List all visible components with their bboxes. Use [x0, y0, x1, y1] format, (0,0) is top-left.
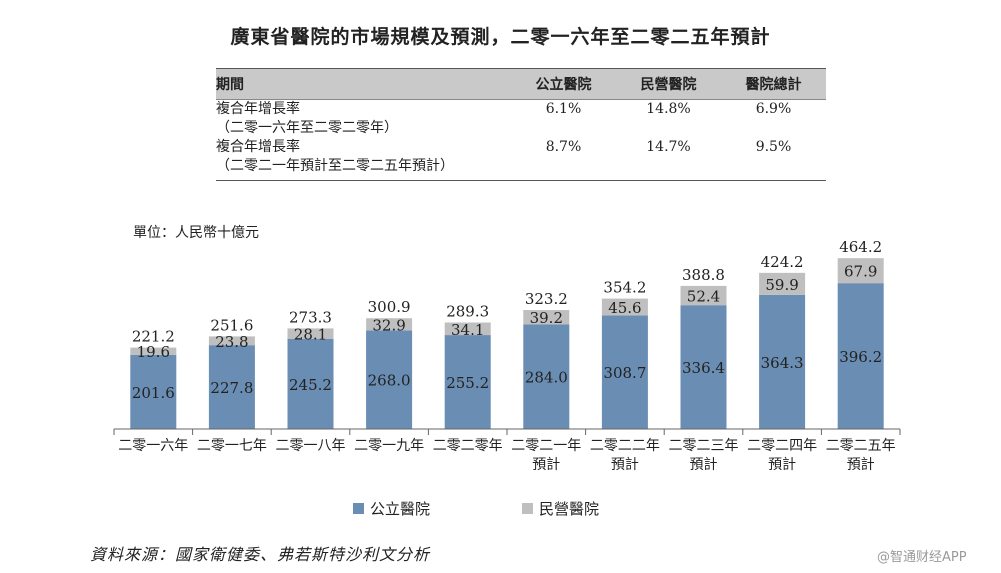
table-header-public: 公立醫院	[511, 68, 616, 100]
data-label-public: 245.2	[289, 376, 332, 394]
table-row-label-sub: （二零一六年至二零二零年）	[216, 120, 398, 136]
table-header-period: 期間	[216, 68, 511, 100]
table-cell-private: 14.7%	[616, 138, 721, 181]
data-label-total: 300.9	[368, 298, 411, 316]
x-tick-label: 二零二五年預計	[826, 438, 896, 473]
table-row-label: 複合年增長率 （二零二一年預計至二零二五年預計）	[216, 138, 511, 181]
data-label-private: 34.1	[451, 321, 484, 339]
data-label-total: 323.2	[525, 290, 568, 308]
table-header-private: 民營醫院	[616, 68, 721, 100]
table-row-label-sub: （二零二一年預計至二零二五年預計）	[216, 158, 454, 174]
x-tick-label: 二零二三年預計	[669, 438, 739, 473]
bar-public	[601, 315, 648, 429]
cagr-table: 期間 公立醫院 民營醫院 醫院總計 複合年增長率 （二零一六年至二零二零年） 6…	[216, 68, 826, 181]
data-label-public: 268.0	[368, 372, 411, 390]
data-label-private: 28.1	[294, 326, 327, 344]
data-label-private: 67.9	[844, 263, 877, 281]
legend-label-public: 公立醫院	[370, 500, 431, 518]
data-label-private: 32.9	[372, 316, 405, 334]
chart-title: 廣東省醫院的市場規模及預測，二零一六年至二零二五年預計	[230, 26, 771, 48]
table-header-row: 期間 公立醫院 民營醫院 醫院總計	[216, 68, 826, 100]
x-tick-label: 二零二零年	[433, 438, 503, 454]
table-row-label: 複合年增長率 （二零一六年至二零二零年）	[216, 100, 511, 139]
bar-private	[680, 285, 727, 306]
table-cell-total: 6.9%	[755, 101, 792, 117]
data-label-total: 424.2	[761, 253, 804, 271]
table-row: 複合年增長率 （二零二一年預計至二零二五年預計） 8.7% 14.7% 9.5%	[216, 138, 826, 181]
bar-private	[287, 328, 334, 339]
bar-private	[837, 258, 884, 284]
data-label-private: 45.6	[608, 299, 641, 317]
bar-private	[444, 322, 491, 336]
table-cell-public: 6.1%	[545, 101, 582, 117]
x-tick-label: 二零二二年預計	[590, 438, 660, 473]
legend-swatch-private	[522, 503, 533, 514]
bar-public	[680, 305, 727, 429]
legend-item-public: 公立醫院	[353, 498, 430, 519]
unit-label: 單位：人民幣十億元	[133, 225, 259, 241]
data-label-total: 251.6	[210, 316, 253, 334]
data-label-public: 227.8	[210, 379, 253, 397]
legend-swatch-public	[353, 503, 364, 514]
bar-private	[759, 272, 806, 295]
bar-public	[130, 354, 177, 429]
data-label-private: 19.6	[137, 343, 170, 361]
table-cell-private: 14.8%	[646, 101, 691, 117]
x-tick-label: 二零一八年	[276, 438, 346, 454]
data-label-total: 221.2	[132, 328, 175, 346]
table-header-total: 醫院總計	[721, 68, 826, 100]
data-label-private: 52.4	[687, 288, 720, 306]
x-tick-label: 二零二四年預計	[747, 438, 817, 473]
data-label-public: 396.2	[839, 348, 882, 366]
bar-public	[837, 283, 884, 429]
data-label-private: 59.9	[765, 276, 798, 294]
data-label-private: 39.2	[530, 309, 563, 327]
data-label-public: 201.6	[132, 384, 175, 402]
bar-private	[601, 298, 648, 316]
bar-public	[523, 324, 570, 429]
data-label-total: 388.8	[682, 266, 725, 284]
x-tick-label: 二零二一年預計	[511, 438, 581, 473]
data-label-private: 23.8	[215, 333, 248, 351]
watermark: @智通财经APP	[877, 550, 967, 565]
data-label-total: 354.2	[603, 279, 646, 297]
bar-public	[208, 345, 255, 429]
legend-label-private: 民營醫院	[539, 500, 600, 518]
x-tick-label: 二零一六年	[118, 438, 188, 454]
data-label-public: 284.0	[525, 369, 568, 387]
bar-private	[208, 336, 255, 346]
bar-public	[366, 330, 413, 429]
bar-private	[130, 347, 177, 355]
bar-private	[523, 310, 570, 325]
data-label-public: 336.4	[682, 359, 725, 377]
table-cell-total: 9.5%	[721, 138, 826, 181]
bar-public	[444, 335, 491, 429]
data-label-public: 364.3	[761, 354, 804, 372]
data-label-public: 308.7	[603, 364, 646, 382]
bar-public	[759, 294, 806, 429]
x-tick-label: 二零一七年	[197, 438, 267, 454]
legend: 公立醫院 民營醫院	[0, 498, 1001, 518]
bar-public	[287, 338, 334, 429]
source-note: 資料來源：國家衛健委、弗若斯特沙利文分析	[90, 545, 431, 564]
data-label-total: 289.3	[446, 303, 489, 321]
bar-private	[366, 318, 413, 331]
table-cell-public: 8.7%	[511, 138, 616, 181]
table-row: 複合年增長率 （二零一六年至二零二零年） 6.1% 14.8% 6.9%	[216, 100, 826, 139]
data-label-public: 255.2	[446, 374, 489, 392]
data-label-total: 464.2	[839, 238, 882, 256]
legend-item-private: 民營醫院	[522, 498, 599, 519]
table-row-label-main: 複合年增長率	[216, 101, 300, 117]
x-tick-label: 二零一九年	[354, 438, 424, 454]
table-row-label-main: 複合年增長率	[216, 139, 300, 155]
data-label-total: 273.3	[289, 308, 332, 326]
